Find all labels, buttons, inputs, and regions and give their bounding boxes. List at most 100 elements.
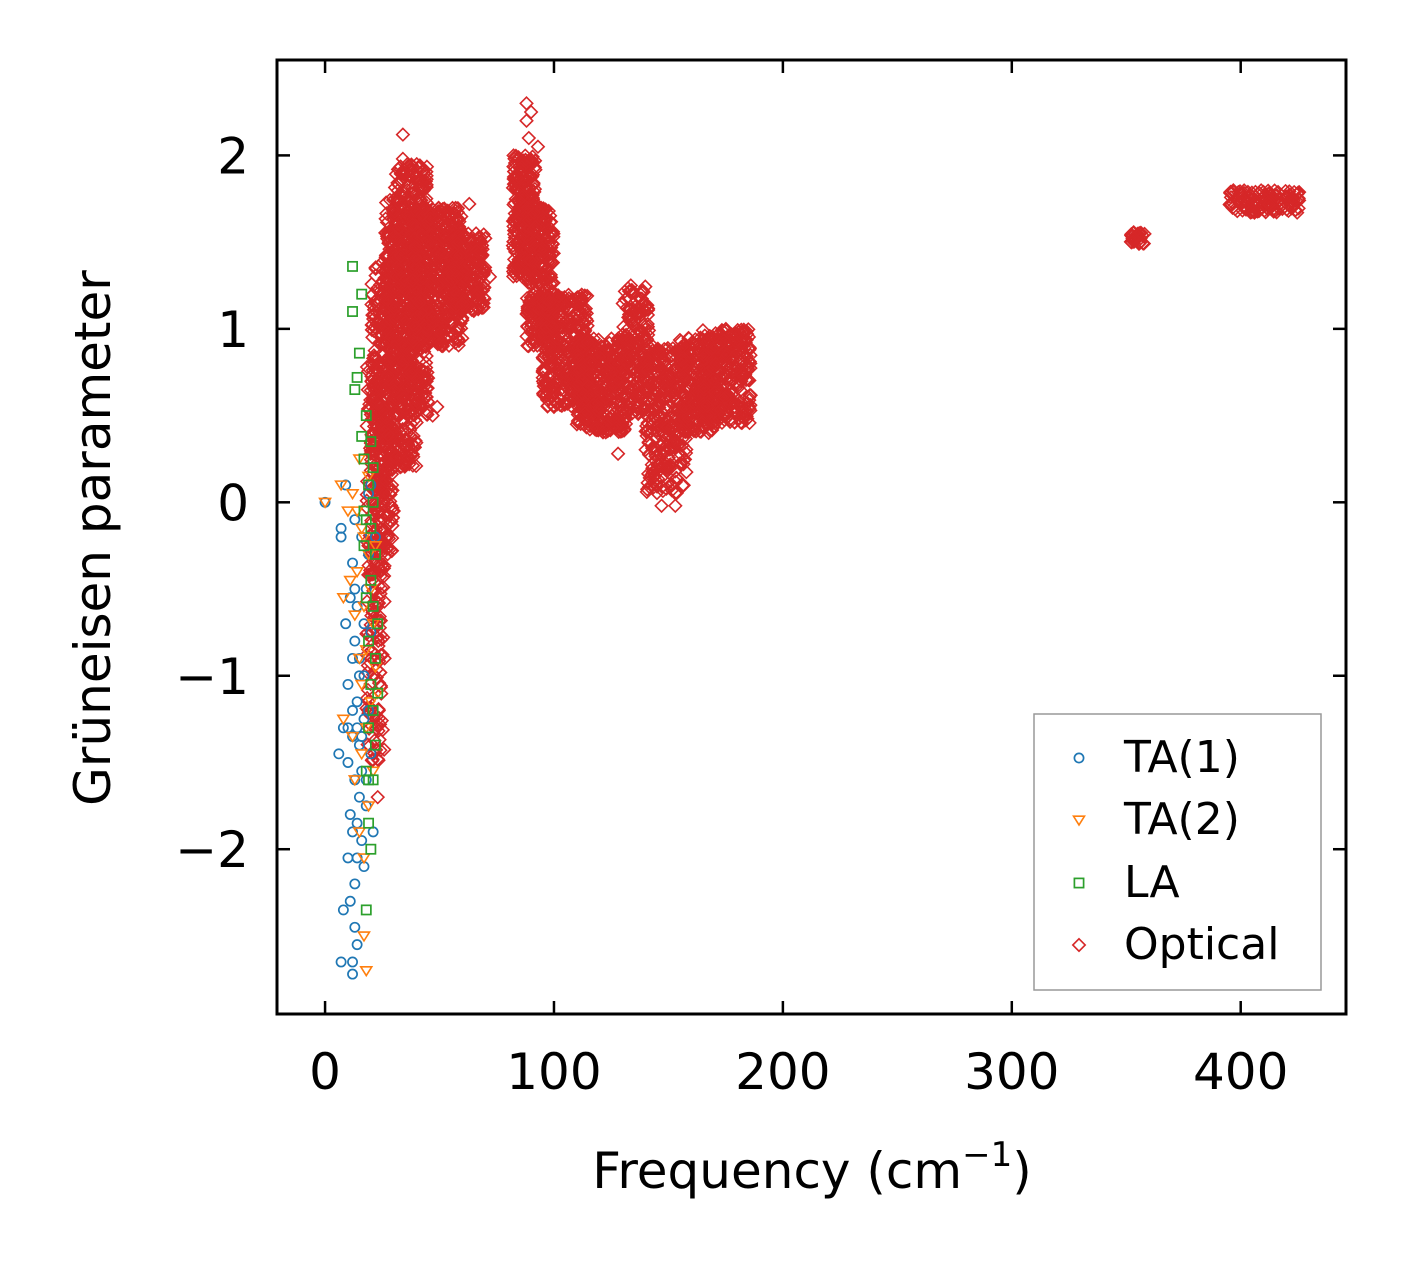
point-optical — [408, 251, 424, 266]
point-optical — [667, 498, 683, 514]
point-ta-2- — [352, 653, 367, 665]
x-tick-label: 200 — [735, 1043, 830, 1101]
point-optical — [377, 325, 393, 340]
point-optical — [453, 320, 469, 336]
point-optical — [640, 301, 656, 316]
point-ta-1- — [353, 791, 365, 803]
point-optical — [586, 331, 602, 346]
point-optical — [729, 346, 744, 362]
point-optical — [659, 481, 674, 496]
point-optical — [436, 206, 452, 222]
point-optical — [450, 263, 466, 278]
tick-marks — [277, 60, 1346, 1014]
point-ta-2- — [354, 749, 369, 761]
point-optical — [375, 722, 391, 738]
legend-label-la: LA — [1124, 857, 1180, 908]
point-optical — [385, 518, 400, 533]
point-optical — [680, 409, 696, 424]
point-optical — [1125, 231, 1140, 246]
point-la — [360, 410, 372, 422]
point-optical — [411, 225, 427, 241]
point-optical — [675, 437, 690, 453]
point-optical — [536, 290, 552, 305]
point-optical — [429, 399, 445, 415]
point-optical — [650, 416, 666, 432]
point-optical — [640, 466, 656, 482]
point-optical — [505, 180, 521, 196]
point-optical — [375, 569, 391, 585]
point-optical — [710, 380, 726, 396]
point-optical — [618, 366, 633, 381]
data-points — [318, 96, 1307, 980]
point-optical — [674, 353, 689, 368]
point-optical — [546, 334, 561, 349]
point-optical — [637, 322, 653, 337]
point-ta-2- — [352, 827, 367, 839]
point-optical — [420, 233, 436, 249]
point-optical — [506, 266, 522, 281]
point-optical — [360, 567, 376, 583]
point-optical — [518, 152, 533, 168]
point-optical — [578, 406, 593, 421]
point-optical — [367, 361, 383, 377]
point-ta-2- — [347, 610, 362, 622]
point-optical — [591, 332, 606, 347]
point-optical — [396, 338, 412, 353]
point-optical — [639, 341, 654, 356]
point-optical — [695, 399, 711, 415]
point-optical — [471, 256, 487, 271]
legend: TA(1) TA(2) LA Optical — [1033, 713, 1322, 991]
point-ta-2- — [334, 480, 349, 492]
point-optical — [391, 220, 407, 236]
point-optical — [700, 334, 716, 349]
point-ta-2- — [357, 931, 371, 943]
point-optical — [425, 309, 440, 325]
point-optical — [1133, 225, 1149, 241]
point-optical — [638, 424, 653, 439]
point-optical — [551, 289, 567, 304]
point-optical — [591, 412, 607, 428]
point-optical — [377, 594, 392, 609]
point-optical — [506, 176, 522, 192]
point-optical — [641, 434, 657, 450]
point-optical — [618, 327, 634, 343]
point-optical — [647, 443, 663, 459]
point-ta-1- — [335, 956, 347, 968]
point-la — [367, 705, 379, 716]
point-optical — [609, 342, 625, 358]
point-optical — [364, 567, 380, 582]
point-ta-2- — [357, 853, 371, 865]
point-optical — [389, 294, 404, 309]
point-optical — [574, 287, 590, 303]
point-optical — [416, 166, 432, 182]
point-optical — [359, 487, 375, 502]
point-la — [360, 904, 372, 916]
point-optical — [455, 296, 470, 312]
point-la — [363, 817, 375, 829]
point-optical — [418, 388, 434, 404]
point-optical — [386, 298, 402, 313]
point-optical — [450, 236, 465, 251]
point-optical — [664, 477, 680, 492]
point-optical — [382, 396, 398, 411]
point-optical — [406, 317, 421, 333]
point-optical — [449, 212, 464, 228]
point-optical — [482, 269, 498, 285]
y-axis-title: Grüneisen parameter — [64, 270, 122, 806]
point-optical — [601, 365, 617, 380]
point-optical — [388, 375, 404, 391]
point-optical — [409, 338, 425, 354]
point-optical — [587, 422, 603, 437]
point-optical — [364, 297, 379, 312]
point-optical — [379, 541, 394, 556]
point-optical — [1289, 205, 1305, 220]
point-optical — [643, 388, 658, 404]
y-tick-label: 0 — [217, 474, 249, 532]
point-optical — [530, 139, 546, 155]
point-optical — [476, 227, 492, 242]
point-optical — [427, 280, 443, 296]
point-optical — [618, 398, 634, 413]
point-optical — [373, 561, 389, 577]
